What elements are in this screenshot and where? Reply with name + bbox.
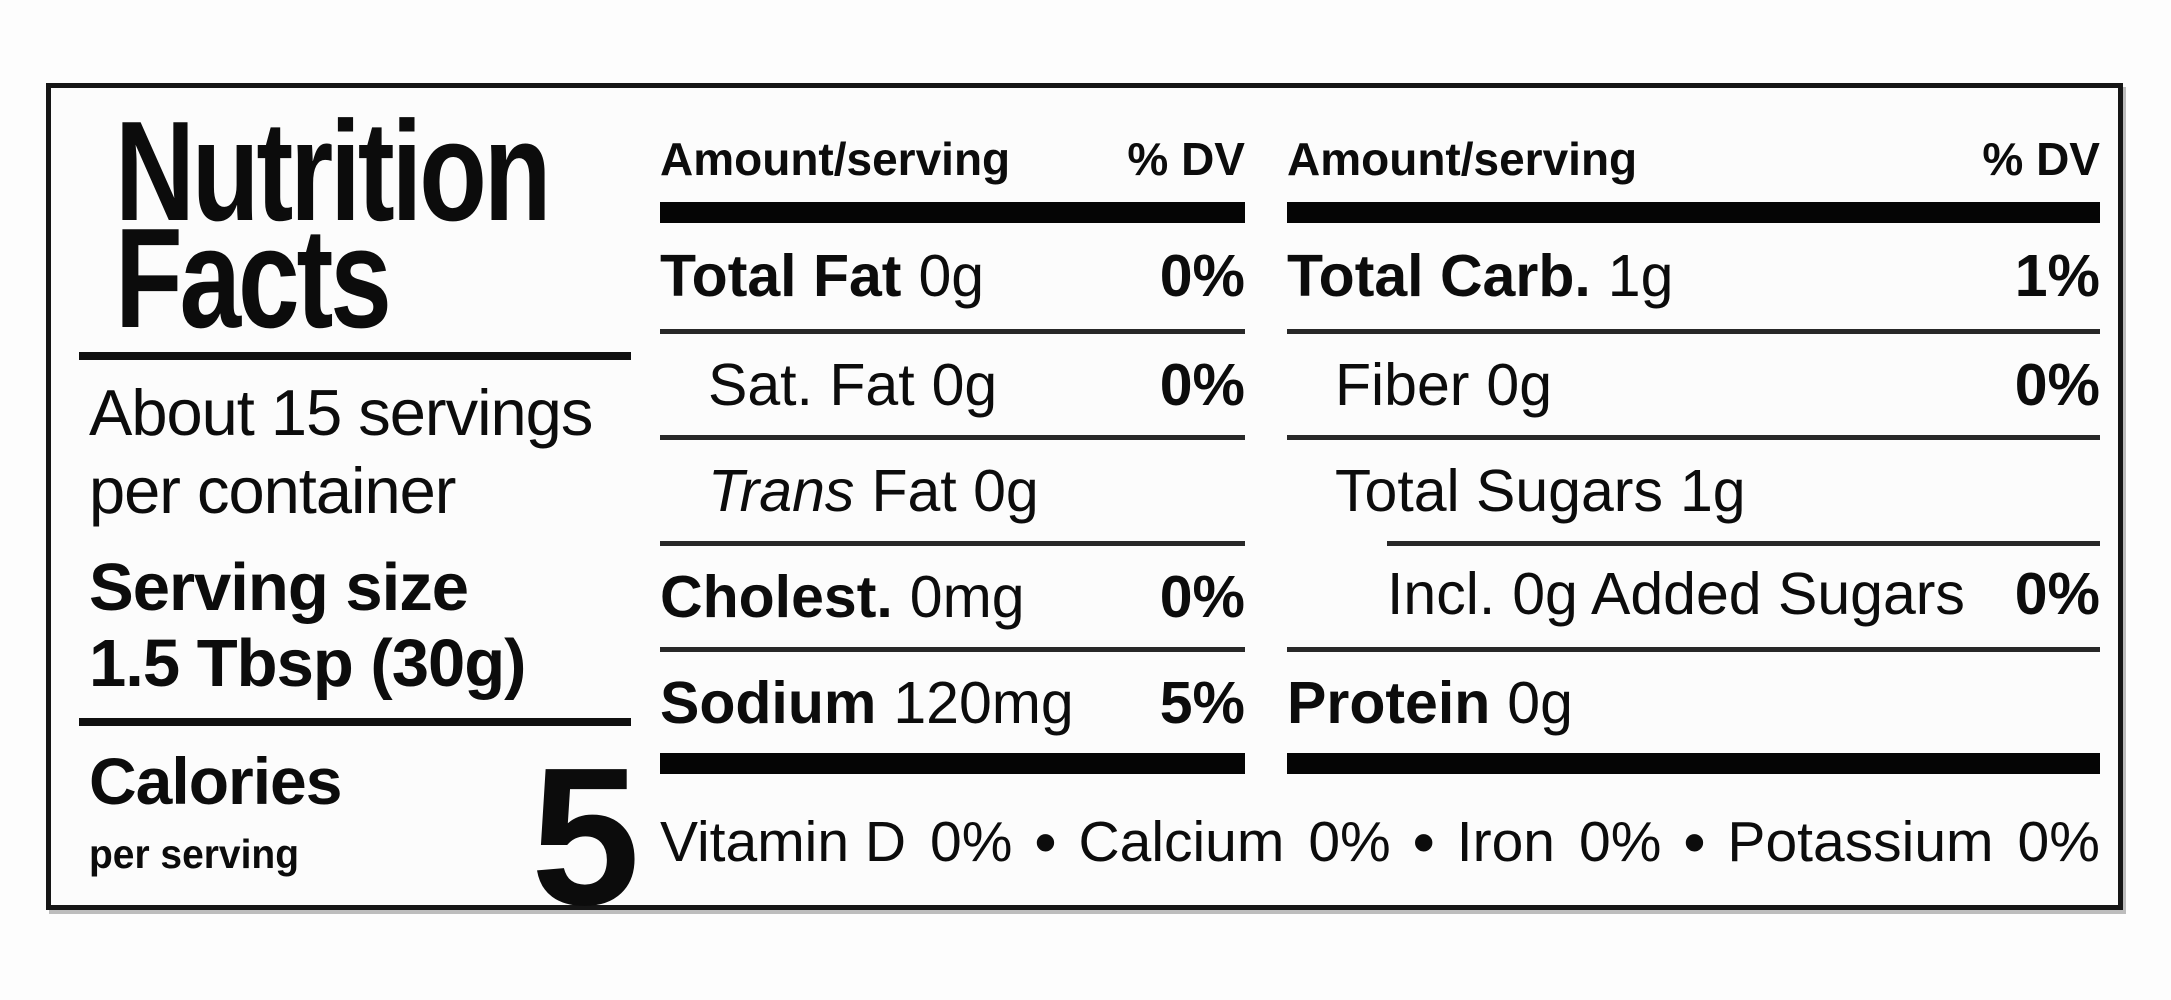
left-panel: Nutrition Facts About 15 servings per co… (51, 88, 651, 935)
micronutrient-value: 0% (1308, 810, 1391, 874)
micronutrient-name: Calcium (1078, 810, 1285, 874)
micronutrient-value: 0% (2017, 810, 2100, 874)
row-cholesterol: Cholest. 0mg 0% (660, 541, 1245, 647)
calories-block: Calories per serving (89, 743, 342, 878)
micronutrient-value: 0% (1579, 810, 1662, 874)
micronutrient-calcium: Calcium 0% (1078, 806, 1390, 878)
nutrient-dv: 1% (2014, 243, 2100, 309)
percent-dv-header: % DV (1127, 133, 1245, 185)
row-total-carb: Total Carb. 1g 1% (1287, 223, 2100, 329)
servings-line-2: per container (89, 454, 456, 527)
row-sodium: Sodium 120mg 5% (660, 647, 1245, 753)
nutrient-name: Total Fat (660, 243, 902, 309)
percent-dv-header: % DV (1982, 133, 2100, 185)
title-divider (79, 352, 631, 360)
nutrient-name: Protein (1287, 669, 1491, 736)
nutrient-amount: 0g (1507, 669, 1573, 736)
thick-bar (1287, 753, 2100, 774)
micronutrient-name: Potassium (1727, 810, 1994, 874)
nutrient-amount: 0g (1486, 351, 1553, 418)
serving-size-label: Serving size (89, 550, 469, 625)
nutrient-dv: 0% (1159, 563, 1245, 630)
title-line-2: Facts (115, 199, 392, 358)
nutrient-rows: Total Carb. 1g 1% Fiber 0g 0% Total Suga… (1287, 223, 2100, 753)
nutrient-amount: 120mg (893, 669, 1074, 736)
servings-per-container: About 15 servings per container (89, 374, 593, 530)
thick-bar (1287, 202, 2100, 223)
label-title: Nutrition Facts (115, 92, 551, 358)
thick-bar (660, 202, 1245, 223)
nutrient-amount: 0g (918, 243, 985, 309)
nutrient-name: Sodium (660, 669, 877, 736)
amount-per-serving-header: Amount/serving (1287, 133, 1638, 185)
nutrient-amount: 1g (1679, 457, 1746, 524)
micronutrient-name: Iron (1456, 810, 1555, 874)
calories-sublabel: per serving (89, 831, 299, 877)
micronutrient-potassium: Potassium 0% (1727, 806, 2100, 878)
calories-label: Calories (89, 744, 342, 818)
servings-line-1: About 15 servings (89, 376, 593, 449)
bullet-separator-icon: • (1683, 806, 1706, 878)
nutrient-rows: Total Fat 0g 0% Sat. Fat 0g 0% Trans Fat… (660, 223, 1245, 753)
nutrient-amount: Fat 0g (871, 457, 1039, 524)
calories-value: 5 (530, 727, 640, 946)
nutrient-name: Total Carb. (1287, 243, 1591, 309)
nutrient-amount: 0mg (909, 563, 1025, 630)
nutrient-name: Incl. (1387, 561, 1496, 627)
thick-bar (660, 753, 1245, 774)
nutrient-dv: 0% (1159, 351, 1245, 418)
row-sat-fat: Sat. Fat 0g 0% (660, 329, 1245, 435)
calories-divider (79, 718, 631, 726)
column-fat-sodium: Amount/serving % DV Total Fat 0g 0% Sat.… (660, 88, 1245, 905)
nutrient-amount: 0g Added Sugars (1512, 561, 1965, 627)
row-fiber: Fiber 0g 0% (1287, 329, 2100, 435)
micronutrient-row: Vitamin D 0% • Calcium 0% • Iron 0% • Po… (660, 806, 2100, 878)
micronutrient-name: Vitamin D (660, 810, 907, 874)
serving-size: Serving size 1.5 Tbsp (30g) (89, 550, 526, 702)
nutrition-facts-label: Nutrition Facts About 15 servings per co… (46, 83, 2123, 935)
row-added-sugars: Incl. 0g Added Sugars 0% (1287, 541, 2100, 647)
column-header: Amount/serving % DV (660, 124, 1245, 182)
row-protein: Protein 0g (1287, 647, 2100, 753)
nutrient-name: Cholest. (660, 563, 893, 630)
nutrient-amount: 1g (1607, 243, 1674, 309)
row-trans-fat: Trans Fat 0g (660, 435, 1245, 541)
row-total-sugars: Total Sugars 1g (1287, 435, 2100, 541)
row-total-fat: Total Fat 0g 0% (660, 223, 1245, 329)
nutrient-dv: 5% (1159, 669, 1245, 736)
nutrient-name: Total Sugars (1335, 457, 1663, 524)
micronutrient-value: 0% (930, 810, 1013, 874)
nutrient-amount: 0g (931, 351, 998, 418)
nutrient-name: Sat. Fat (708, 351, 915, 418)
column-header: Amount/serving % DV (1287, 124, 2100, 182)
serving-size-value: 1.5 Tbsp (30g) (89, 626, 526, 701)
column-carb-protein: Amount/serving % DV Total Carb. 1g 1% Fi… (1287, 88, 2100, 905)
bullet-separator-icon: • (1412, 806, 1435, 878)
nutrient-dv: 0% (2014, 351, 2100, 418)
bullet-separator-icon: • (1034, 806, 1057, 878)
micronutrient-vitamin-d: Vitamin D 0% (660, 806, 1012, 878)
title-line-1: Nutrition (115, 92, 551, 251)
nutrient-name: Fiber (1335, 351, 1470, 418)
micronutrient-iron: Iron 0% (1457, 806, 1662, 878)
nutrient-name: Trans (708, 457, 855, 524)
amount-per-serving-header: Amount/serving (660, 133, 1011, 185)
nutrient-dv: 0% (1159, 243, 1245, 309)
nutrient-dv: 0% (2014, 561, 2100, 627)
